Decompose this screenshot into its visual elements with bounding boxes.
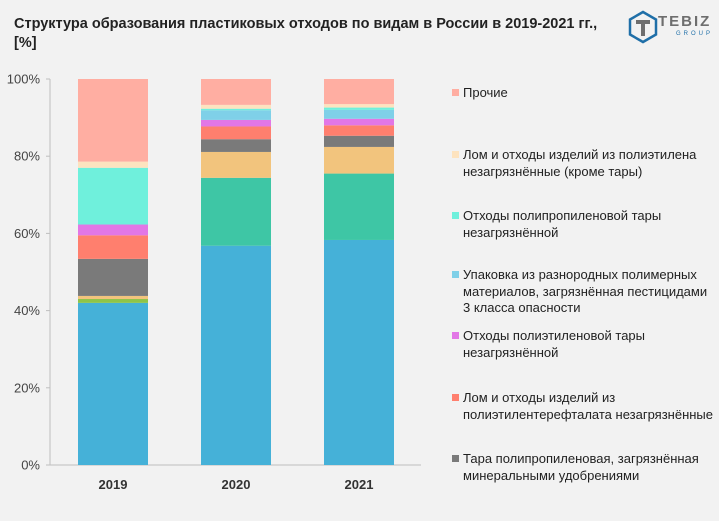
legend-swatch xyxy=(452,455,459,462)
bar-segment xyxy=(324,239,394,465)
bar-segment xyxy=(324,79,394,105)
bar-segment xyxy=(324,107,394,110)
bar-segment xyxy=(78,258,148,296)
chart-title: Структура образования пластиковых отходо… xyxy=(14,16,598,51)
tebiz-logo-icon xyxy=(628,10,658,44)
bar-segment xyxy=(201,139,271,152)
bar-segment xyxy=(78,235,148,259)
legend-label: Отходы полипропиленовой тары незагрязнён… xyxy=(463,208,662,240)
bar-segment xyxy=(78,302,148,465)
legend-swatch xyxy=(452,212,459,219)
bar-segment xyxy=(201,108,271,111)
bar-segment xyxy=(78,79,148,162)
bar-segment xyxy=(201,119,271,127)
y-tick-label: 60% xyxy=(14,226,40,241)
legend-swatch xyxy=(452,89,459,96)
bar-segment xyxy=(78,299,148,303)
legend-swatch xyxy=(452,332,459,339)
bar-segment xyxy=(324,146,394,174)
bar-segment xyxy=(201,177,271,246)
legend-swatch xyxy=(452,151,459,158)
bar-segment xyxy=(201,245,271,465)
y-tick-label: 0% xyxy=(21,458,40,473)
bar-segment xyxy=(78,167,148,225)
bar-segment xyxy=(201,79,271,105)
x-tick-label: 2021 xyxy=(345,477,374,492)
legend-label: Лом и отходы изделий из полиэтилентерефт… xyxy=(463,390,713,422)
bar-segment xyxy=(78,161,148,168)
bar-segment xyxy=(324,173,394,240)
legend-label: Лом и отходы изделий из полиэтилена неза… xyxy=(463,147,697,179)
bar-segment xyxy=(201,104,271,109)
y-tick-label: 100% xyxy=(7,72,41,87)
bar-segment xyxy=(324,118,394,126)
y-tick-label: 80% xyxy=(14,149,40,164)
x-tick-label: 2020 xyxy=(222,477,251,492)
legend-label: Прочие xyxy=(463,85,508,100)
legend-label: Упаковка из разнородных полимерных матер… xyxy=(463,267,708,315)
y-tick-label: 40% xyxy=(14,303,40,318)
legend-swatch xyxy=(452,271,459,278)
logo: TEBIZ GROUP xyxy=(628,10,712,46)
bar-segment xyxy=(324,135,394,147)
bar-segment xyxy=(324,109,394,119)
legend-label: Отходы полиэтиленовой тары незагрязнённо… xyxy=(463,328,645,360)
legend-swatch xyxy=(452,394,459,401)
bar-segment xyxy=(324,104,394,108)
bar-segment xyxy=(201,151,271,178)
logo-wordmark: TEBIZ xyxy=(658,13,712,30)
bar-segment xyxy=(324,125,394,136)
legend-label: Тара полипропиленовая, загрязнённая мине… xyxy=(463,451,699,483)
bar-segment xyxy=(78,295,148,300)
bar-segment xyxy=(78,224,148,236)
y-tick-label: 20% xyxy=(14,380,40,395)
logo-subtext: GROUP xyxy=(676,31,714,37)
x-tick-label: 2019 xyxy=(99,477,128,492)
bar-segment xyxy=(201,126,271,140)
bar-segment xyxy=(201,110,271,120)
